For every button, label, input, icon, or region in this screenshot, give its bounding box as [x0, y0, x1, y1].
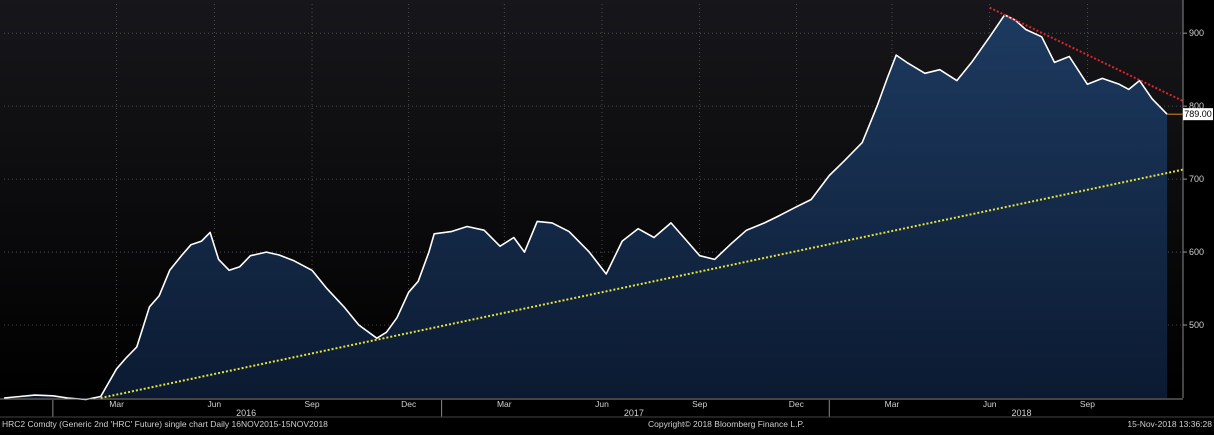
y-tick-label: 700	[1189, 174, 1204, 184]
y-tick-label: 800	[1189, 101, 1204, 111]
x-tick-label: Dec	[401, 399, 417, 409]
axis-layer: 900 800 700 600 500 Mar Jun Sep Dec Mar Jun Sep Dec M…	[0, 0, 1213, 418]
x-tick-label: Sep	[304, 399, 319, 409]
trendline-layer	[100, 6, 1184, 399]
x-tick-label: Jun	[983, 399, 997, 409]
x-year-label: 2018	[1012, 408, 1032, 418]
footer-timestamp: 15-Nov-2018 13:36:28	[1127, 419, 1212, 429]
x-year-label: 2017	[624, 408, 644, 418]
last-value-label: 789.00	[1184, 109, 1212, 119]
x-tick-label: Jun	[207, 399, 221, 409]
last-value-badge	[1183, 108, 1213, 121]
footer-source: HRC2 Comdty (Generic 2nd 'HRC' Future) s…	[2, 419, 328, 429]
y-tick-label: 900	[1189, 28, 1204, 38]
x-tick-label: Sep	[1080, 399, 1095, 409]
price-line	[3, 14, 1168, 401]
x-tick-label: Mar	[497, 399, 512, 409]
x-tick-label: Dec	[789, 399, 805, 409]
x-tick-label: Mar	[109, 399, 124, 409]
series-layer	[3, 14, 1168, 401]
footer-copyright: Copyright© 2018 Bloomberg Finance L.P.	[648, 419, 804, 429]
y-tick-label: 500	[1189, 320, 1204, 330]
x-tick-label: Mar	[885, 399, 900, 409]
x-tick-label: Sep	[692, 399, 707, 409]
x-year-label: 2016	[236, 408, 256, 418]
x-tick-label: Jun	[595, 399, 609, 409]
y-tick-label: 600	[1189, 247, 1204, 257]
support-trendline	[100, 168, 1184, 399]
price-area	[4, 14, 1168, 400]
